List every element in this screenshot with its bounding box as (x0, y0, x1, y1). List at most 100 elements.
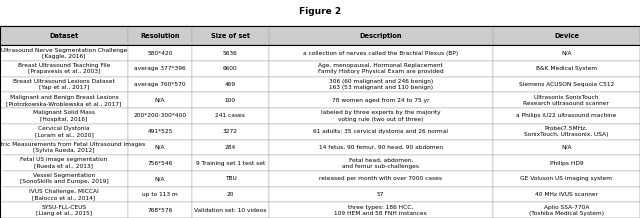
Text: Biometric Measurements from Fetal Ultrasound Images
[Sylvia Rueda, 2012]: Biometric Measurements from Fetal Ultras… (0, 142, 146, 153)
Text: 768*576: 768*576 (147, 208, 173, 213)
Text: TBU: TBU (225, 176, 236, 181)
Bar (0, 202, 128, 218)
Bar (128, 171, 192, 187)
Text: 469: 469 (225, 82, 236, 87)
Bar (192, 26, 269, 45)
Bar (269, 202, 493, 218)
Text: 100: 100 (225, 98, 236, 103)
Bar (192, 124, 269, 140)
Text: Aplio SSA-770A
(Toshiba Medical System): Aplio SSA-770A (Toshiba Medical System) (529, 204, 604, 216)
Bar (0, 187, 128, 202)
Text: Fetal US image segmentation
[Rueda et al., 2013]: Fetal US image segmentation [Rueda et al… (20, 157, 108, 169)
Bar (493, 140, 640, 155)
Bar (192, 187, 269, 202)
Text: 40 MHz IVUS scanner: 40 MHz IVUS scanner (535, 192, 598, 197)
Bar (192, 61, 269, 77)
Bar (192, 92, 269, 108)
Bar (493, 45, 640, 61)
Text: N/A: N/A (155, 98, 165, 103)
Text: Description: Description (360, 33, 402, 39)
Text: Cervical Dystonia
[Loram et al., 2020]: Cervical Dystonia [Loram et al., 2020] (35, 126, 93, 137)
Bar (128, 155, 192, 171)
Bar (0, 92, 128, 108)
Text: Dataset: Dataset (49, 33, 79, 39)
Text: 20: 20 (227, 192, 234, 197)
Text: 306 (60 malignant and 246 benign)
163 (53 malignant and 110 benign): 306 (60 malignant and 246 benign) 163 (5… (329, 79, 433, 90)
Text: a collection of nerves called the Brachial Plexus (BP): a collection of nerves called the Brachi… (303, 51, 458, 56)
Text: B&K Medical System: B&K Medical System (536, 66, 597, 71)
Text: N/A: N/A (561, 51, 572, 56)
Text: 284: 284 (225, 145, 236, 150)
Text: IVUS Challenge, MICCAI
[Balocco et al., 2014]: IVUS Challenge, MICCAI [Balocco et al., … (29, 189, 99, 200)
Bar (128, 77, 192, 92)
Bar (128, 140, 192, 155)
Bar (269, 45, 493, 61)
Bar (493, 171, 640, 187)
Text: 491*525: 491*525 (147, 129, 173, 134)
Bar (0, 171, 128, 187)
Text: 756*546: 756*546 (147, 161, 173, 165)
Bar (493, 108, 640, 124)
Bar (192, 140, 269, 155)
Bar (192, 108, 269, 124)
Text: up to 113 m: up to 113 m (142, 192, 178, 197)
Bar (128, 26, 192, 45)
Text: SYSU-FLL-CEUS
[Liang et al., 2015]: SYSU-FLL-CEUS [Liang et al., 2015] (36, 204, 92, 216)
Text: N/A: N/A (155, 176, 165, 181)
Text: Breast Ultrasound Lesions Dataset
[Yap et al., 2017]: Breast Ultrasound Lesions Dataset [Yap e… (13, 79, 115, 90)
Text: Resolution: Resolution (140, 33, 180, 39)
Text: Malignant Solid Mass
[Hospital, 2016]: Malignant Solid Mass [Hospital, 2016] (33, 110, 95, 122)
Bar (128, 92, 192, 108)
Text: average 377*396: average 377*396 (134, 66, 186, 71)
Bar (269, 187, 493, 202)
Bar (493, 92, 640, 108)
Text: Vessel Segmentation
[SonoSkills and Europe, 2019]: Vessel Segmentation [SonoSkills and Euro… (20, 173, 108, 184)
Bar (192, 77, 269, 92)
Bar (0, 77, 128, 92)
Text: Device: Device (554, 33, 579, 39)
Text: N/A: N/A (155, 145, 165, 150)
Text: Malignant and Benign Breast Lesions
[Piotrzkowska-Wroblewska et al., 2017]: Malignant and Benign Breast Lesions [Pio… (6, 95, 122, 106)
Text: Siemens ACUSON Sequoia C512: Siemens ACUSON Sequoia C512 (519, 82, 614, 87)
Text: 5636: 5636 (223, 51, 238, 56)
Text: Ultrasound Nerve Segmentation Challenge
[Kaggle, 2016]: Ultrasound Nerve Segmentation Challenge … (1, 48, 127, 59)
Text: 61 adults: 35 cervical dystonia and 26 normal: 61 adults: 35 cervical dystonia and 26 n… (314, 129, 448, 134)
Bar (128, 202, 192, 218)
Text: Breast Ultrasound Teaching File
[Prapavesis et al., 2003]: Breast Ultrasound Teaching File [Prapave… (18, 63, 110, 75)
Bar (0, 155, 128, 171)
Bar (0, 124, 128, 140)
Text: 57: 57 (377, 192, 385, 197)
Text: 3272: 3272 (223, 129, 238, 134)
Text: Size of set: Size of set (211, 33, 250, 39)
Bar (269, 61, 493, 77)
Bar (192, 202, 269, 218)
Text: three types: 186 HCC,
109 HEM and 58 FNH instances: three types: 186 HCC, 109 HEM and 58 FNH… (335, 204, 427, 216)
Bar (128, 61, 192, 77)
Bar (493, 155, 640, 171)
Bar (493, 77, 640, 92)
Bar (192, 171, 269, 187)
Text: GE Voluson US imaging system: GE Voluson US imaging system (520, 176, 612, 181)
Text: 200*200-300*400: 200*200-300*400 (133, 114, 187, 118)
Bar (493, 26, 640, 45)
Text: 9 Training set 1 test set: 9 Training set 1 test set (196, 161, 265, 165)
Bar (269, 108, 493, 124)
Bar (128, 187, 192, 202)
Bar (128, 45, 192, 61)
Bar (269, 155, 493, 171)
Bar (192, 45, 269, 61)
Bar (493, 61, 640, 77)
Bar (493, 202, 640, 218)
Bar (269, 26, 493, 45)
Bar (192, 155, 269, 171)
Text: released per month with over 7000 cases: released per month with over 7000 cases (319, 176, 442, 181)
Text: Validation set: 10 videos: Validation set: 10 videos (194, 208, 267, 213)
Text: Fetal head, abdomen,
and femur sub-challenges: Fetal head, abdomen, and femur sub-chall… (342, 157, 419, 169)
Text: a Philips iU22 ultrasound machine: a Philips iU22 ultrasound machine (516, 114, 616, 118)
Text: Age, menopausal, Hormonal Replacement
Family History Physical Exam are provided: Age, menopausal, Hormonal Replacement Fa… (318, 63, 444, 75)
Text: average 760*570: average 760*570 (134, 82, 186, 87)
Text: 14 fetus, 90 femur, 90 head, 90 abdomen: 14 fetus, 90 femur, 90 head, 90 abdomen (319, 145, 443, 150)
Text: Figure 2: Figure 2 (299, 7, 341, 15)
Text: 6600: 6600 (223, 66, 238, 71)
Text: N/A: N/A (561, 145, 572, 150)
